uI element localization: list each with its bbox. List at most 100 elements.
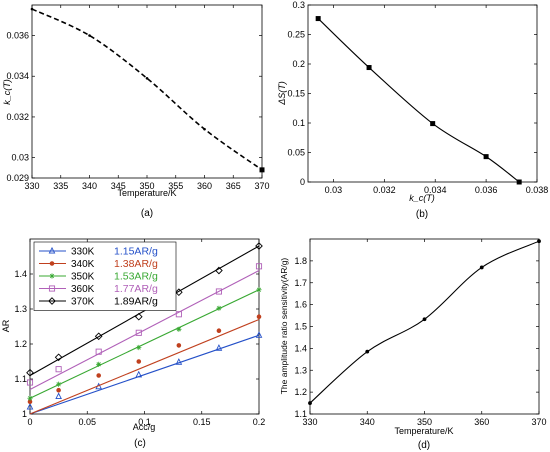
panel-d-y-tick-label: 1.8	[294, 256, 307, 266]
panel-a-caption: (a)	[141, 208, 153, 219]
panel-b-ticks: 0.03 0.032 0.034 0.036 0.038 0 0.05 0.1 0.15 0.2 0…	[287, 0, 548, 195]
panel-c-legend-sensitivity-350k: 1.53AR/g	[114, 271, 158, 283]
panel-c-data-point-350k	[56, 381, 62, 387]
panel-d-x-tick-label: 330	[302, 417, 317, 427]
panel-c-data-point-340k	[256, 314, 262, 320]
panel-a-y-tick-label: 0.036	[6, 31, 29, 41]
panel-d-caption: (d)	[418, 440, 430, 451]
panel-c-data-point-370k	[255, 242, 263, 250]
panel-c-data-point-370k	[215, 266, 223, 275]
panel-d-y-tick-label: 1.4	[294, 343, 307, 353]
panel-b-y-tick-label: 0.25	[287, 30, 305, 40]
panel-c-data-point-330k	[175, 358, 183, 365]
panel-b-x-tick-label: 0.032	[373, 185, 396, 195]
panel-b-y-tick-label: 0.3	[292, 0, 305, 10]
panel-c-legend-marker-330k	[48, 246, 56, 254]
panel-d-data-point	[422, 317, 427, 322]
panel-c-x-tick-label: 0.15	[193, 417, 211, 427]
panel-c-fit-line-350k	[29, 289, 260, 399]
panel-c-x-tick-label: 0.1	[138, 417, 151, 427]
panel-b-y-tick-label: 0.2	[292, 59, 305, 69]
panel-c-data-point-340k	[176, 343, 182, 348]
panel-d-x-axis-label: Temperature/K	[394, 426, 453, 436]
panel-a-y-tick-label: 0.03	[11, 153, 29, 163]
panel-d-data-point	[365, 349, 370, 354]
panel-c-data-point-370k	[175, 288, 183, 297]
panel-a-series-line	[31, 8, 263, 171]
panel-c-data-point-360k	[95, 348, 102, 355]
panel-a-x-tick-label: 350	[139, 181, 154, 191]
panel-a-data-point	[88, 34, 91, 37]
panel-c-data-point-370k	[54, 353, 63, 362]
panel-c-legend-marker-350k	[49, 273, 55, 279]
panel-d-data-point	[479, 265, 484, 270]
panel-a-x-tick-label: 365	[226, 181, 241, 191]
panel-c-y-tick-label: 1	[22, 409, 27, 419]
panel-b-x-tick-label: 0.03	[325, 185, 343, 195]
panel-d-data-point	[308, 401, 312, 405]
panel-c-legend-marker-340k	[49, 261, 55, 266]
panel-a-data-point	[259, 167, 265, 173]
panel-d-y-tick-label: 1.5	[294, 322, 307, 332]
panel-c-x-tick-label: 0.2	[253, 417, 266, 427]
panel-c-caption: (c)	[134, 438, 146, 449]
panel-c-data-point-330k	[55, 392, 62, 400]
panel-d-y-tick-label: 1.6	[294, 300, 307, 310]
panel-c-y-tick-label: 1.2	[14, 339, 27, 349]
panel-a-y-axis-label: k_c(T)	[2, 79, 12, 105]
panel-a-ticks: 330 335 340 345 350 355 360 365 370 0.029 0.03 0.03…	[6, 5, 270, 191]
panel-d-data-point	[537, 239, 541, 244]
panel-b-caption: (b)	[416, 209, 428, 220]
panel-b-y-tick-label: 0.1	[292, 118, 305, 128]
panel-c-data-point-340k	[136, 359, 142, 364]
panel-d-x-tick-label: 370	[531, 417, 546, 427]
panel-c-data-point-360k	[215, 288, 222, 295]
panel-d-ticks: 330 340 350 360 370 1.1 1.2 1.3 1.4 1.5 1.6 1.7 1.8	[294, 239, 547, 427]
panel-a-plot-frame	[31, 4, 263, 179]
panel-b-y-tick-label: 0	[300, 177, 305, 187]
panel-b-y-tick-label: 0.05	[287, 148, 305, 158]
panel-c-data-point-350k	[136, 344, 142, 351]
panel-b: k_c(T) ΔS(T) (b) 0.03 0.032 0.034 0.036 0.03…	[277, 0, 548, 220]
panel-b-data-point	[516, 179, 522, 185]
panel-c-legend-label-340k: 340K	[71, 259, 95, 270]
panel-c-y-tick-label: 1.4	[14, 269, 27, 279]
panel-a-x-tick-label: 345	[111, 181, 126, 191]
panel-b-series-line	[317, 18, 520, 183]
panel-b-plot-frame	[307, 4, 538, 183]
panel-c-y-tick-label: 1.1	[14, 374, 27, 384]
panel-c-data-point-330k	[215, 344, 223, 351]
panel-c-data-point-370k	[94, 332, 103, 341]
panel-b-x-axis-label: k_c(T)	[409, 193, 435, 203]
panel-a-y-tick-label: 0.034	[6, 71, 29, 81]
panel-b-data-point	[315, 16, 321, 22]
panel-a: Temperature/K k_c(T) (a) 330 335 340 345 350…	[2, 4, 270, 219]
panel-c-data-point-340k	[56, 387, 61, 393]
panel-c-data-point-360k	[175, 311, 182, 318]
panel-b-y-tick-label: 0.15	[287, 89, 305, 99]
panel-a-x-tick-label: 340	[82, 181, 97, 191]
panel-c-legend-sensitivity-360k: 1.77AR/g	[114, 283, 158, 295]
panel-c-legend-label-350k: 350K	[71, 272, 95, 283]
panel-d-y-tick-label: 1.7	[294, 278, 307, 288]
panel-c-legend: 330K 1.15AR/g 340K 1.38AR/g 350K 1.53AR/g 360K…	[33, 241, 177, 311]
panel-c: Acc/g AR (c) 0 0.05 0.1 0.15 0.2 1 1.1 1.2 1.3 1.…	[1, 238, 266, 449]
panel-d-y-tick-label: 1.1	[294, 409, 307, 419]
panel-c-data-point-350k	[216, 305, 222, 311]
panel-c-data-point-350k	[256, 287, 262, 293]
panel-c-y-axis-label: AR	[1, 319, 11, 332]
panel-c-data-point-360k	[55, 366, 62, 373]
panel-c-x-axis-label: Acc/g	[133, 422, 156, 432]
panel-c-fit-line-340k	[29, 318, 260, 415]
panel-c-data-point-360k	[255, 263, 263, 270]
panel-d-series	[308, 239, 541, 405]
panel-a-data-point	[145, 76, 149, 80]
panel-c-data-point-330k	[135, 370, 143, 378]
panel-b-x-tick-label: 0.034	[424, 185, 447, 195]
panel-c-legend-marker-370k	[48, 297, 56, 305]
panel-c-legend-label-330k: 330K	[71, 247, 95, 258]
panel-c-legend-label-370k: 370K	[71, 297, 95, 308]
panel-a-x-tick-label: 330	[24, 181, 39, 191]
panel-c-x-tick-label: 0	[27, 417, 32, 427]
